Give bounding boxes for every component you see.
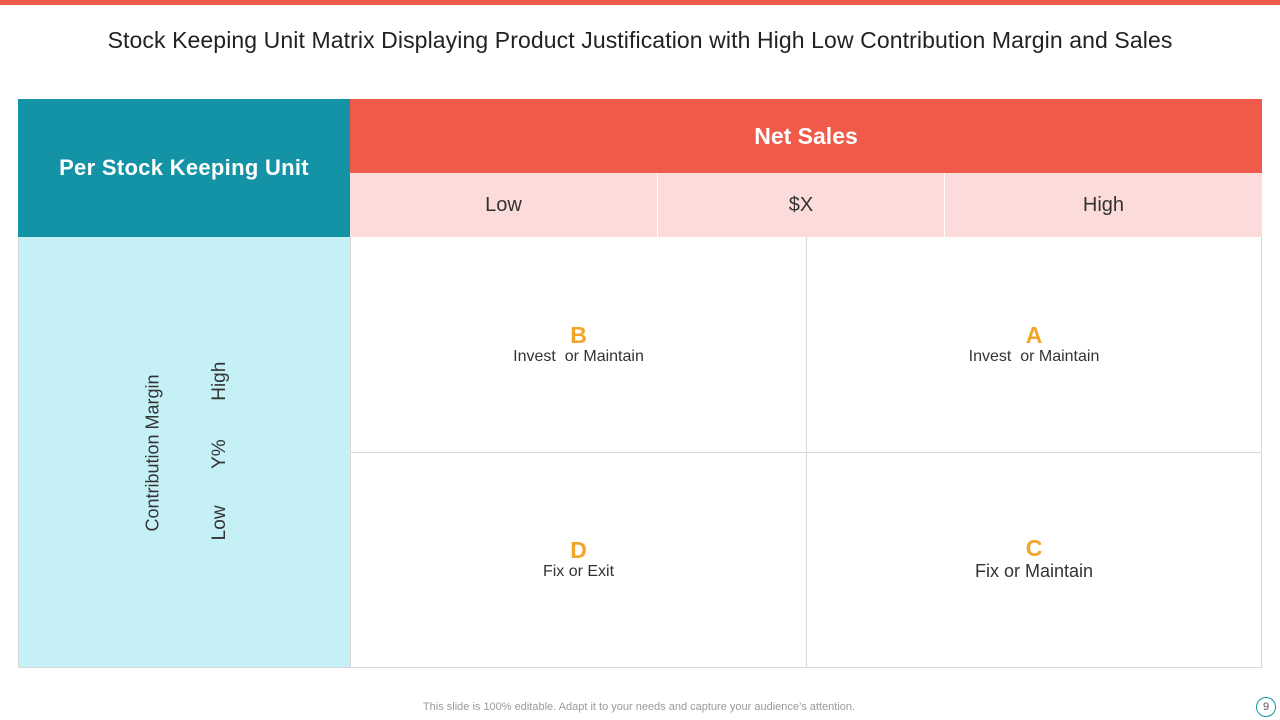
margin-level-high: High [209, 361, 230, 401]
quadrant-a-text: Invest or Maintain [968, 348, 1100, 365]
quadrant-c: C Fix or Maintain [806, 453, 1262, 668]
margin-levels: Low Y% High [209, 362, 231, 541]
margin-level-mid: Y% [209, 439, 230, 469]
quadrant-a: A Invest or Maintain [806, 237, 1262, 453]
footer-text: This slide is 100% editable. Adapt it to… [422, 701, 856, 713]
contribution-margin-label: Contribution Margin [142, 374, 163, 532]
page-number: 9 [1256, 697, 1276, 717]
quadrant-d-letter: D [570, 537, 587, 563]
quadrant-a-letter: A [1025, 322, 1043, 348]
top-accent-bar [0, 0, 1280, 5]
slide-title: Stock Keeping Unit Matrix Displaying Pro… [107, 27, 1173, 53]
quadrant-d: D Fix or Exit [350, 453, 806, 668]
quadrant-c-text: Fix or Maintain [974, 561, 1094, 581]
net-sales-header: Net Sales [350, 99, 1262, 173]
footer-note: This slide is 100% editable. Adapt it to… [0, 701, 1280, 713]
sales-level-mid: $X [658, 173, 945, 237]
quadrant-b-letter: B [570, 322, 587, 348]
quadrant-b-text: Invest or Maintain [513, 348, 644, 365]
quadrant-c-letter: C [1025, 535, 1043, 561]
quadrant-d-text: Fix or Exit [542, 563, 615, 580]
contribution-margin-axis: Contribution Margin Low Y% High [18, 237, 350, 668]
sales-level-low: Low [350, 173, 658, 237]
corner-header: Per Stock Keeping Unit [18, 99, 350, 237]
margin-level-low: Low [209, 505, 230, 541]
quadrant-b: B Invest or Maintain [350, 237, 806, 453]
sku-matrix: Per Stock Keeping Unit Net Sales Low $X … [18, 99, 1262, 668]
sales-level-high: High [945, 173, 1262, 237]
